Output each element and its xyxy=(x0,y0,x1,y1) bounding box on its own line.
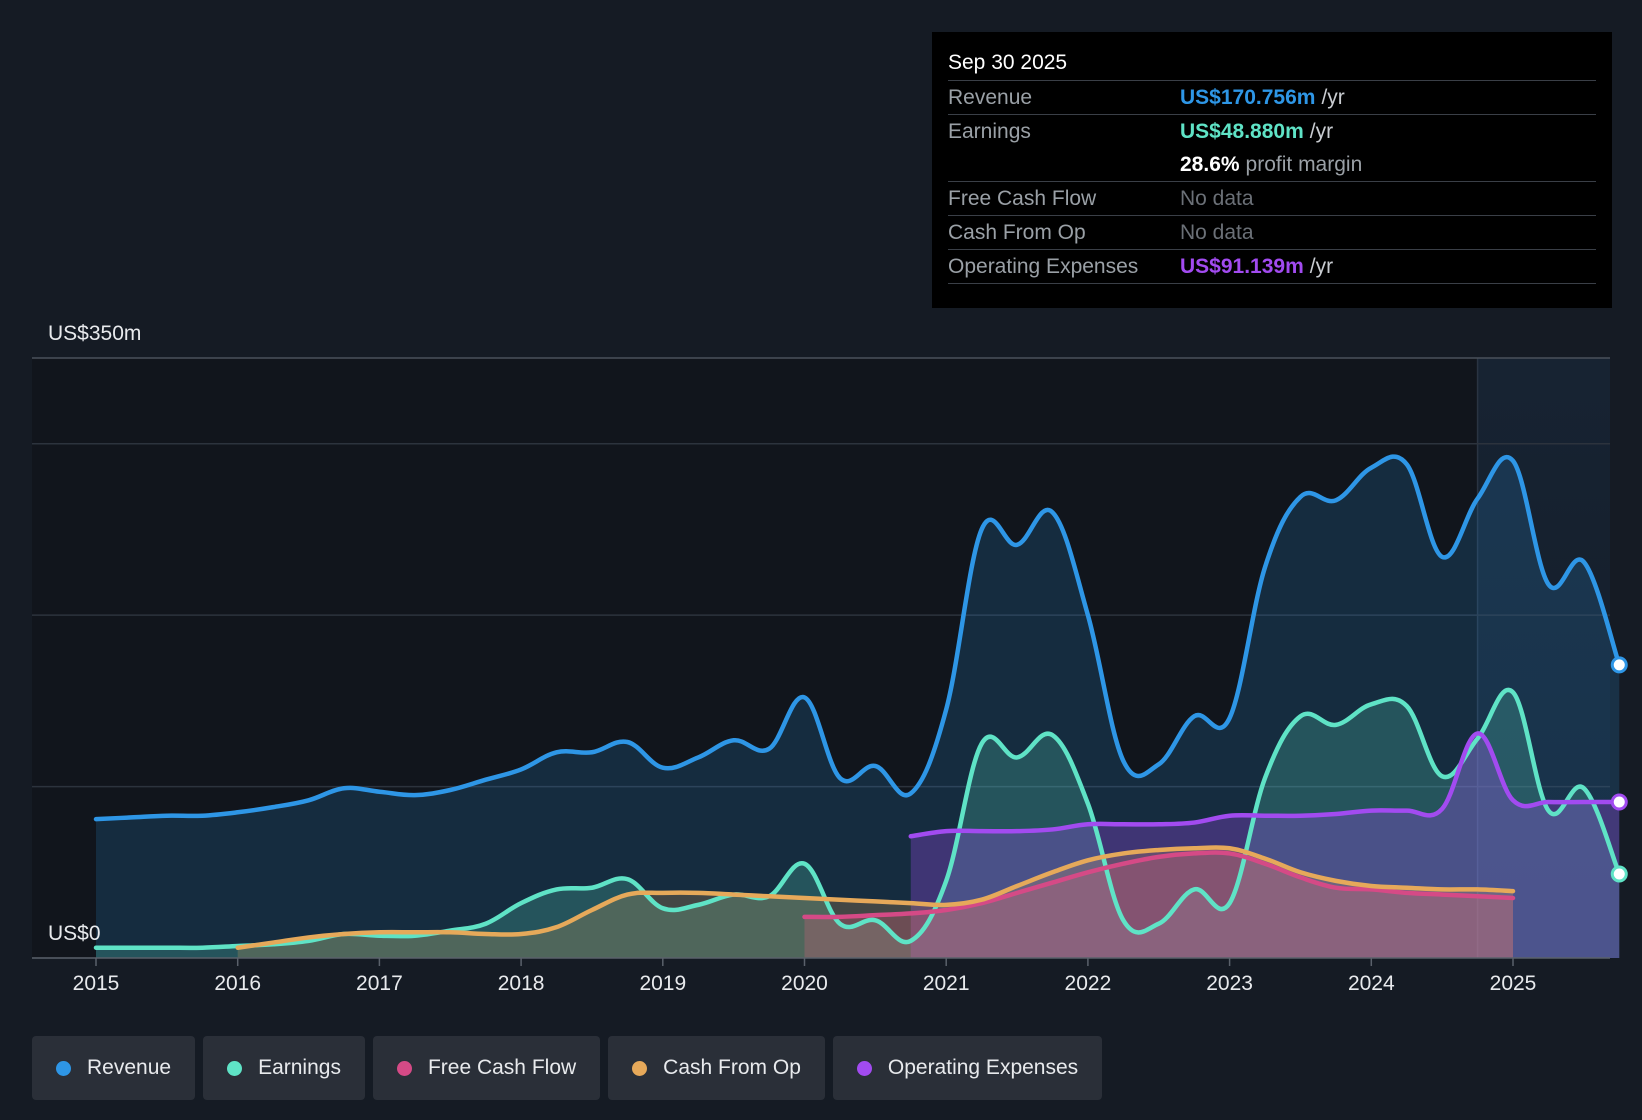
tooltip-bottom-rule xyxy=(948,283,1596,284)
tooltip-row-opex: Operating Expenses US$91.139m /yr xyxy=(948,249,1596,283)
earnings-line xyxy=(93,687,1622,951)
revenue-line xyxy=(93,454,1622,822)
tooltip-row-fcf: Free Cash Flow No data xyxy=(948,181,1596,215)
tooltip-panel: Sep 30 2025 Revenue US$170.756m /yr Earn… xyxy=(932,32,1612,308)
grid-lines xyxy=(32,357,1610,958)
tooltip-margin-value: 28.6% xyxy=(1180,153,1240,176)
plot-shade xyxy=(32,358,1610,958)
tooltip-opex-unit: /yr xyxy=(1309,255,1334,278)
x-tick-label: 2017 xyxy=(356,972,403,995)
legend-label-earnings: Earnings xyxy=(258,1056,341,1079)
revenue-area xyxy=(96,456,1620,958)
x-tick-label: 2024 xyxy=(1348,972,1395,995)
tooltip-earnings-label: Earnings xyxy=(948,120,1031,143)
x-tick-label: 2015 xyxy=(73,972,120,995)
tooltip-row-cfo: Cash From Op No data xyxy=(948,215,1596,249)
x-axis: 2015 2016 2017 2018 2019 2020 2021 2022 2023 2024… xyxy=(32,957,1610,995)
earnings-area xyxy=(96,689,1620,958)
legend-label-revenue: Revenue xyxy=(87,1056,172,1079)
cash-from-op-line xyxy=(235,845,1516,950)
tooltip-opex-label: Operating Expenses xyxy=(948,255,1139,278)
operating-expenses-dot-icon xyxy=(856,1060,872,1076)
operating-expenses-end-dot xyxy=(1610,793,1628,811)
tooltip-revenue-label: Revenue xyxy=(948,86,1033,109)
legend-item-free-cash-flow[interactable]: Free Cash Flow xyxy=(372,1036,601,1100)
earnings-end-dot xyxy=(1610,865,1628,883)
legend-label-operating-expenses: Operating Expenses xyxy=(887,1056,1079,1079)
x-tick-label: 2025 xyxy=(1490,972,1537,995)
tooltip-revenue-unit: /yr xyxy=(1321,86,1345,109)
legend-item-earnings[interactable]: Earnings xyxy=(203,1036,365,1100)
tooltip-earnings-value: US$48.880m xyxy=(1180,120,1304,143)
x-tick-label: 2016 xyxy=(214,972,261,995)
y-max-label: US$350m xyxy=(48,322,141,345)
legend-item-revenue[interactable]: Revenue xyxy=(32,1036,196,1100)
tooltip-row-earnings: Earnings US$48.880m /yr xyxy=(948,114,1596,148)
legend-label-free-cash-flow: Free Cash Flow xyxy=(427,1056,577,1079)
tooltip-margin-label: profit margin xyxy=(1245,153,1363,176)
operating-expenses-area xyxy=(910,733,1620,958)
tooltip-fcf-label: Free Cash Flow xyxy=(948,187,1097,210)
free-cash-flow-dot-icon xyxy=(396,1060,412,1076)
x-tick-label: 2023 xyxy=(1206,972,1253,995)
x-tick-label: 2019 xyxy=(639,972,686,995)
legend-item-operating-expenses[interactable]: Operating Expenses xyxy=(832,1036,1103,1100)
tooltip-row-margin: 28.6% profit margin xyxy=(948,148,1596,181)
tooltip-cfo-label: Cash From Op xyxy=(948,221,1086,244)
x-tick-label: 2022 xyxy=(1065,972,1112,995)
revenue-end-dot xyxy=(1610,656,1628,674)
legend-item-cash-from-op[interactable]: Cash From Op xyxy=(608,1036,825,1100)
tooltip-row-revenue: Revenue US$170.756m /yr xyxy=(948,80,1596,114)
free-cash-flow-area xyxy=(804,852,1513,958)
revenue-dot-icon xyxy=(56,1060,71,1076)
y-zero-label: US$0 xyxy=(48,922,101,945)
tooltip-fcf-value: No data xyxy=(1180,187,1254,210)
series-areas xyxy=(96,456,1620,958)
cash-from-op-dot-icon xyxy=(632,1060,648,1076)
x-tick-label: 2018 xyxy=(498,972,545,995)
x-tick-label: 2021 xyxy=(923,972,970,995)
series-lines xyxy=(93,454,1622,951)
tooltip-earnings-unit: /yr xyxy=(1309,120,1334,143)
x-tick-label: 2020 xyxy=(781,972,828,995)
forecast-region xyxy=(1477,358,1610,958)
tooltip-date: Sep 30 2025 xyxy=(948,51,1068,74)
legend: Revenue Earnings Free Cash Flow Cash Fro… xyxy=(32,1036,1103,1100)
earnings-dot-icon xyxy=(227,1060,243,1076)
tooltip-opex-value: US$91.139m xyxy=(1180,255,1304,278)
free-cash-flow-line xyxy=(802,850,1516,920)
operating-expenses-line xyxy=(908,731,1622,839)
tooltip-cfo-value: No data xyxy=(1180,221,1254,244)
series-end-dots xyxy=(1610,656,1628,883)
legend-label-cash-from-op: Cash From Op xyxy=(663,1056,801,1079)
tooltip-revenue-value: US$170.756m xyxy=(1180,86,1316,109)
